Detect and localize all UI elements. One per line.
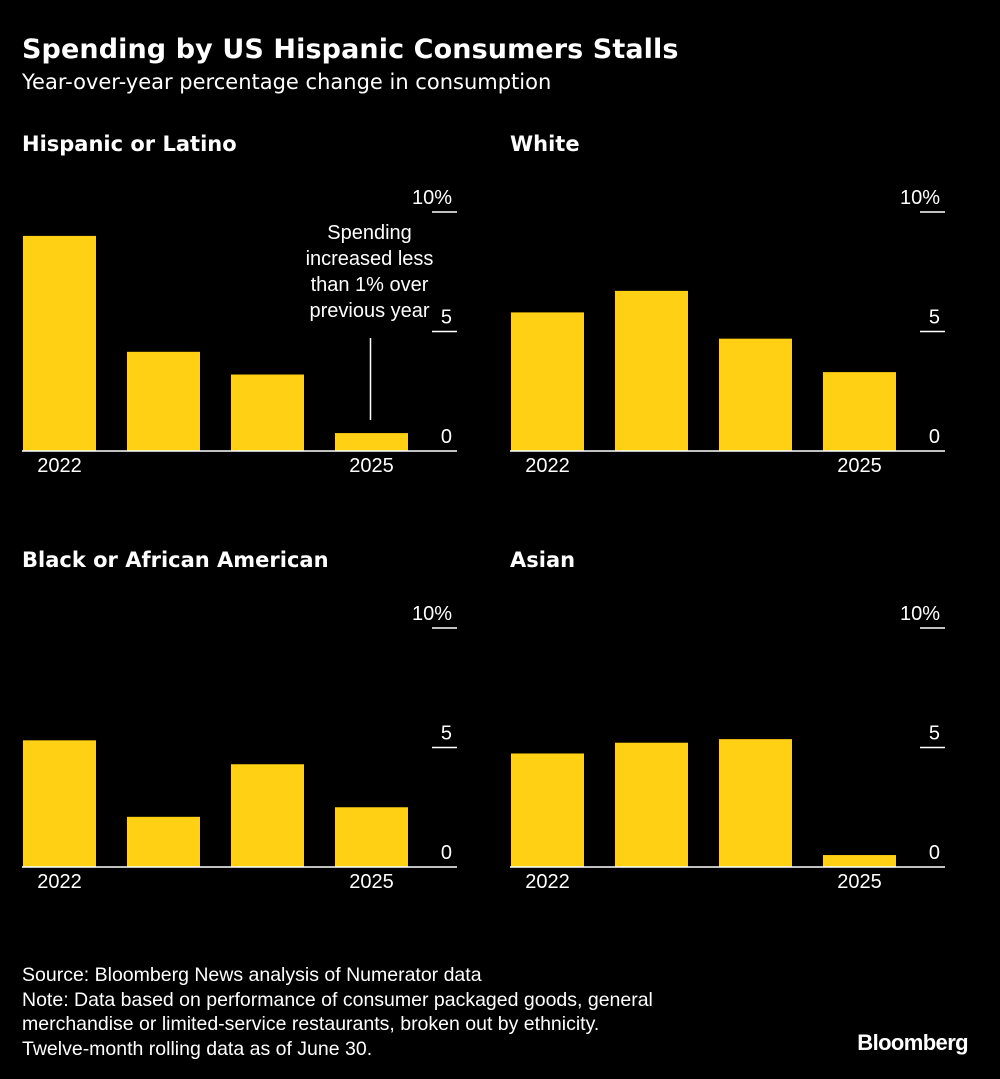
x-tick-label: 2025 xyxy=(349,455,394,477)
bar-2022 xyxy=(23,740,96,867)
annotation-text: Spending increased less than 1% over previo… xyxy=(306,222,434,322)
bar-2025 xyxy=(823,855,896,867)
chart-title: Spending by US Hispanic Consumers Stalls xyxy=(22,34,679,65)
y-tick-label: 0 xyxy=(929,426,940,448)
bar-2024 xyxy=(231,374,304,451)
x-tick-label: 2022 xyxy=(37,871,82,893)
y-tick-label: 5 xyxy=(929,723,940,745)
y-tick-label: 10% xyxy=(412,187,452,209)
x-tick-label: 2022 xyxy=(37,455,82,477)
panel-title-black: Black or African American xyxy=(22,548,329,572)
bar-2025 xyxy=(335,807,408,867)
panel-title-hispanic: Hispanic or Latino xyxy=(22,132,237,156)
bar-2023 xyxy=(615,742,688,867)
note-line-2: merchandise or limited-service restauran… xyxy=(22,1013,600,1035)
chart-black: 0 5 10% 2022 2025 xyxy=(22,603,457,893)
y-tick-label: 5 xyxy=(441,307,452,329)
bar-2023 xyxy=(127,816,200,867)
bar-2023 xyxy=(127,351,200,451)
bar-2024 xyxy=(231,764,304,867)
x-tick-label: 2022 xyxy=(525,455,570,477)
bar-2024 xyxy=(719,739,792,867)
bar-2025 xyxy=(823,372,896,451)
note-line-3: Twelve-month rolling data as of June 30. xyxy=(22,1037,373,1060)
chart-asian: 0 5 10% 2022 2025 xyxy=(510,603,945,893)
panel-title-white: White xyxy=(510,132,580,156)
y-tick-label: 5 xyxy=(929,307,940,329)
annotation-line: previous year xyxy=(309,300,429,322)
annotation-line: Spending xyxy=(327,222,412,244)
chart-hispanic: 0 5 10% 2022 2025 Spending increased less than … xyxy=(22,187,457,477)
bloomberg-logo: Bloomberg xyxy=(857,1030,968,1055)
y-tick-label: 0 xyxy=(929,842,940,864)
x-tick-label: 2025 xyxy=(837,871,882,893)
footer-notes: Source: Bloomberg News analysis of Numer… xyxy=(22,963,822,1061)
bar-2022 xyxy=(23,235,96,451)
y-tick-label: 0 xyxy=(441,426,452,448)
bar-2023 xyxy=(615,290,688,451)
x-tick-label: 2025 xyxy=(349,871,394,893)
y-tick-label: 10% xyxy=(900,603,940,625)
x-tick-label: 2022 xyxy=(525,871,570,893)
y-tick-label: 5 xyxy=(441,723,452,745)
y-tick-label: 10% xyxy=(412,603,452,625)
panel-title-asian: Asian xyxy=(510,548,576,572)
bar-2024 xyxy=(719,338,792,451)
annotation-line: increased less xyxy=(306,248,434,270)
note-line-1: Note: Data based on performance of consu… xyxy=(22,988,653,1011)
x-tick-label: 2025 xyxy=(837,455,882,477)
y-tick-label: 10% xyxy=(900,187,940,209)
chart-white: 0 5 10% 2022 2025 xyxy=(510,187,945,477)
bar-2022 xyxy=(511,312,584,451)
bar-2022 xyxy=(511,753,584,867)
y-tick-label: 0 xyxy=(441,842,452,864)
source-note: Source: Bloomberg News analysis of Numer… xyxy=(22,964,482,986)
annotation-line: than 1% over xyxy=(311,274,429,296)
bar-2025 xyxy=(335,433,408,451)
chart-subtitle: Year-over-year percentage change in cons… xyxy=(22,70,552,94)
